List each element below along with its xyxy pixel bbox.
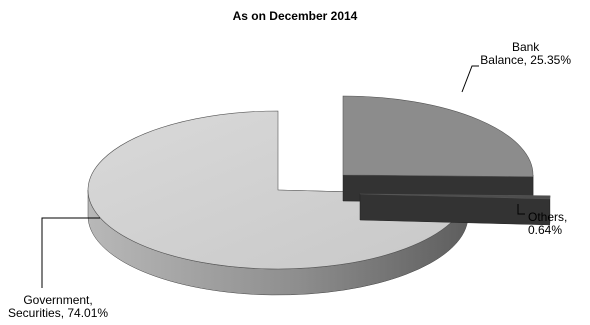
pie-slice-top-bank-balance <box>342 95 534 178</box>
slice-label-bank-line1: Bank <box>511 40 540 54</box>
slice-label-bank-balance: Bank Balance, 25.35% <box>480 41 571 67</box>
pie-slice-cut-others <box>359 193 550 226</box>
leader-line-bank <box>461 65 479 93</box>
slice-label-government-securities: Government, Securities, 74.01% <box>8 294 108 320</box>
slice-label-others-line1: Others, <box>528 210 568 224</box>
pie-slice-others <box>359 193 551 226</box>
slice-label-bank-line2: Balance, 25.35% <box>480 53 571 67</box>
chart-title: As on December 2014 <box>232 9 358 23</box>
leader-line-gov <box>41 217 100 288</box>
pie-slice-bank-balance <box>342 95 534 203</box>
pie-slice-top-government-securities <box>87 110 468 270</box>
pie-slice-top-others <box>359 193 551 200</box>
slice-label-others-line2: 0.64% <box>528 223 563 237</box>
slice-label-gov-line1: Government, <box>23 293 93 307</box>
slice-label-others: Others, 0.64% <box>528 211 567 237</box>
slice-label-gov-line2: Securities, 74.01% <box>8 306 109 320</box>
leader-line-others <box>517 204 525 215</box>
